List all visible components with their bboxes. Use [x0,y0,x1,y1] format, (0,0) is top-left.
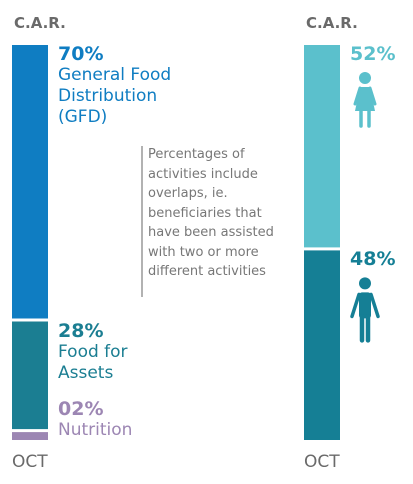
series-label: Nutrition [58,420,133,440]
chart-title: C.A.R. [14,14,66,32]
icon-legs [359,109,371,128]
icon-arms [353,86,377,106]
value-label: 48% [350,248,396,271]
value-label: 28% [58,319,104,342]
female-icon [353,72,377,128]
x-tick-label: OCT [304,452,340,472]
value-label: 70% [58,43,104,65]
bar-segment [304,250,340,440]
bar-segment [304,45,340,248]
bar-segment [12,432,48,440]
x-tick-label: OCT [12,452,48,472]
male-icon [350,277,380,343]
value-label: 02% [58,398,104,420]
icon-head [359,277,371,290]
icon-arms [350,292,380,319]
icon-head [359,72,371,84]
series-label: Food for Assets [58,341,128,383]
bar-segment [12,45,48,319]
chart-title: C.A.R. [306,14,358,32]
bar-segment [12,321,48,430]
series-label: General Food Distribution (GFD) [58,65,172,127]
icon-legs [359,314,371,343]
annotation: Percentages of activities include overla… [148,147,274,279]
value-label: 52% [350,43,396,65]
icon-body [359,292,371,319]
